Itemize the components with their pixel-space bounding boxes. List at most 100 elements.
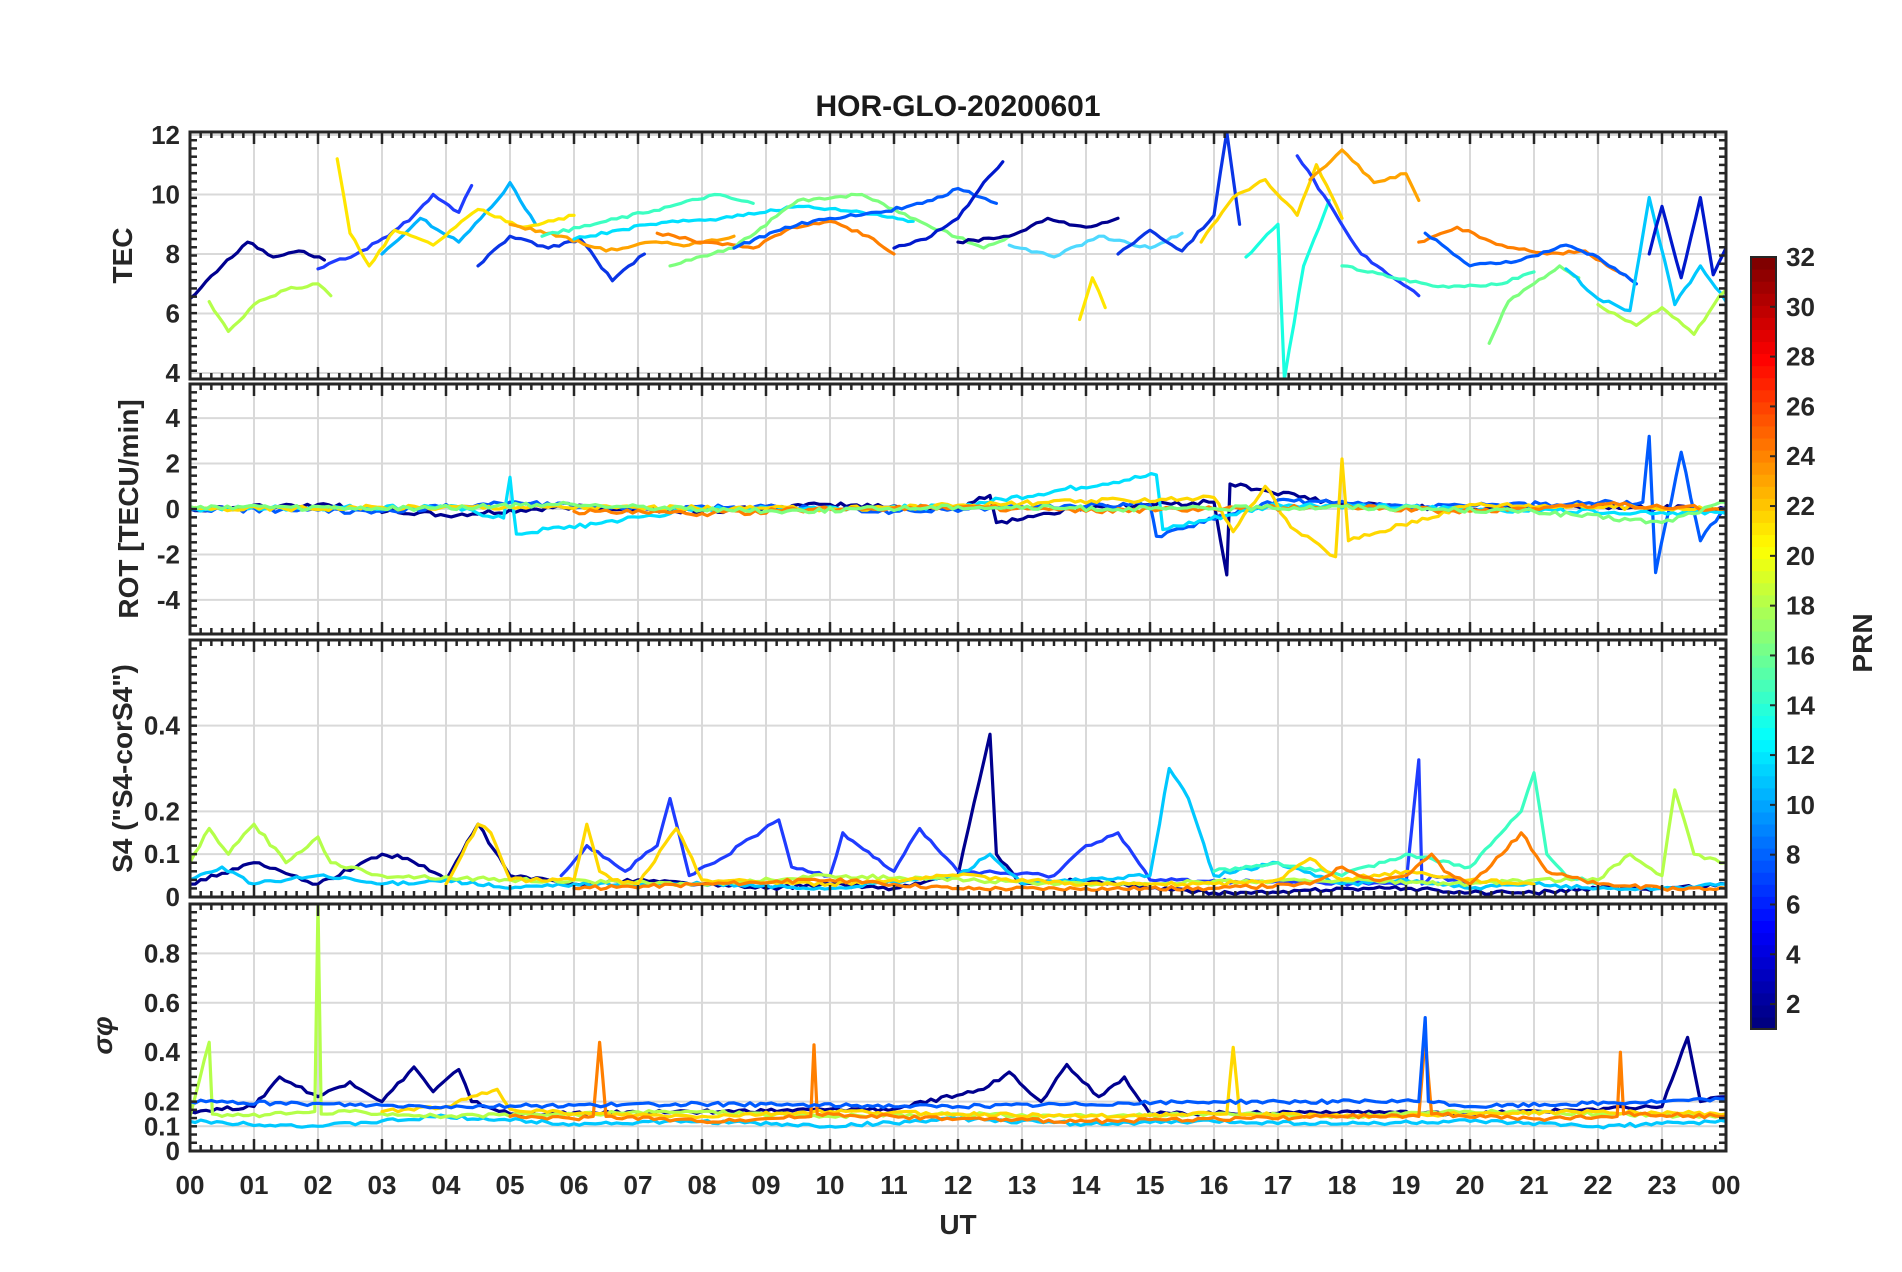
colorbar-band [1751, 546, 1776, 560]
y-tick-label: 4 [166, 403, 181, 433]
series-line [508, 1035, 1726, 1125]
colorbar-band [1751, 594, 1776, 608]
colorbar-band [1751, 980, 1776, 994]
colorbar-tick-label: 4 [1786, 939, 1801, 969]
y-tick-label: 0.1 [144, 839, 180, 869]
y-tick-label: 2 [166, 449, 180, 479]
colorbar-band [1751, 703, 1776, 716]
y-tick-label: 0.6 [144, 988, 180, 1018]
x-tick-label: 04 [432, 1170, 461, 1200]
series-line [190, 240, 326, 301]
colorbar-band [1751, 462, 1776, 475]
series-line [956, 216, 1120, 245]
colorbar-band [1751, 908, 1776, 922]
y-tick-label: 0.1 [144, 1111, 180, 1141]
series-line [1116, 132, 1242, 256]
series-line [1244, 198, 1331, 379]
x-tick-label: 05 [496, 1170, 525, 1200]
series-line [190, 904, 1726, 1120]
colorbar-tick-label: 28 [1786, 342, 1815, 372]
y-tick-label: 4 [166, 358, 181, 388]
y-tick-label: 0.8 [144, 938, 180, 968]
series-line [559, 758, 1472, 887]
panel-s4: 0 0.1 0.2 0.4S4 ("S4-corS4") [107, 638, 1728, 912]
y-tick-label: 8 [166, 239, 180, 269]
colorbar-band [1751, 667, 1776, 680]
y-tick-label: 6 [166, 299, 180, 329]
series-line [190, 1016, 1726, 1110]
series-line [540, 192, 755, 238]
y-axis-label: TEC [107, 228, 138, 284]
tick-marks [188, 638, 1728, 899]
tick-marks [188, 902, 1728, 1153]
colorbar-band [1751, 775, 1776, 789]
y-tick-label: -4 [157, 585, 181, 615]
y-tick-label: 0.2 [144, 1087, 180, 1117]
colorbar-band [1751, 739, 1776, 753]
colorbar-band [1751, 823, 1776, 837]
series-line [380, 181, 538, 256]
series-line [207, 282, 333, 333]
colorbar-tick-label: 30 [1786, 292, 1815, 322]
colorbar-band [1751, 498, 1776, 511]
y-tick-label: 0.2 [144, 796, 180, 826]
colorbar-band [1751, 534, 1776, 548]
series-line [1340, 264, 1536, 289]
colorbar-band [1751, 763, 1776, 777]
colorbar-band [1751, 691, 1776, 704]
traces-tec [190, 132, 1726, 379]
x-tick-label: 02 [304, 1170, 333, 1200]
colorbar-band [1751, 860, 1776, 873]
colorbar-band [1751, 715, 1776, 729]
y-axis-label: ROT [TECU/min] [113, 399, 144, 618]
x-tick-label: 03 [368, 1170, 397, 1200]
series-line [1647, 195, 1726, 280]
series-line [1423, 231, 1638, 286]
colorbar-band [1751, 643, 1776, 656]
x-tick-label: 20 [1456, 1170, 1485, 1200]
colorbar-tick-label: 12 [1786, 740, 1815, 770]
x-tick-label: 21 [1520, 1170, 1549, 1200]
x-tick-label: 13 [1008, 1170, 1037, 1200]
colorbar-band [1751, 281, 1776, 294]
x-tick-label: 10 [816, 1170, 845, 1200]
colorbar-band [1751, 269, 1776, 282]
x-tick-label: 22 [1584, 1170, 1613, 1200]
x-tick-label: 08 [688, 1170, 717, 1200]
colorbar-band [1751, 1016, 1776, 1030]
series-line [892, 160, 1005, 250]
series-line [1078, 276, 1107, 322]
series-line [335, 157, 576, 268]
tick-marks [188, 382, 1728, 636]
colorbar-tick-label: 24 [1786, 441, 1815, 471]
colorbar-band [1751, 944, 1776, 958]
colorbar-band [1751, 848, 1776, 861]
colorbar-tick-label: 20 [1786, 541, 1815, 571]
colorbar-band [1751, 618, 1776, 632]
x-tick-label: 00 [176, 1170, 205, 1200]
colorbar-band [1751, 365, 1776, 379]
y-tick-label: 0 [166, 1136, 180, 1166]
colorbar-band [1751, 401, 1776, 415]
panel-tec: 4 6 8 10 12 TEC [107, 120, 1728, 388]
colorbar-tick-label: 32 [1786, 242, 1815, 272]
y-axis-label: σφ [87, 1016, 118, 1054]
y-tick-label: 0 [166, 494, 180, 524]
series-line [668, 192, 1011, 268]
y-axis-label: S4 ("S4-corS4") [107, 664, 138, 873]
colorbar-band [1751, 751, 1776, 765]
traces-rot [190, 434, 1726, 577]
series-line [190, 500, 1726, 525]
x-tick-label: 12 [944, 1170, 973, 1200]
colorbar-tick-label: 6 [1786, 889, 1800, 919]
y-tick-label: 0.4 [144, 711, 181, 741]
x-tick-label: 15 [1136, 1170, 1165, 1200]
colorbar-band [1751, 836, 1776, 849]
colorbar-band [1751, 630, 1776, 644]
x-tick-label: 14 [1072, 1170, 1101, 1200]
colorbar-tick-label: 18 [1786, 591, 1815, 621]
x-axis-label: UT [939, 1209, 976, 1240]
y-tick-label: 0.4 [144, 1037, 181, 1067]
